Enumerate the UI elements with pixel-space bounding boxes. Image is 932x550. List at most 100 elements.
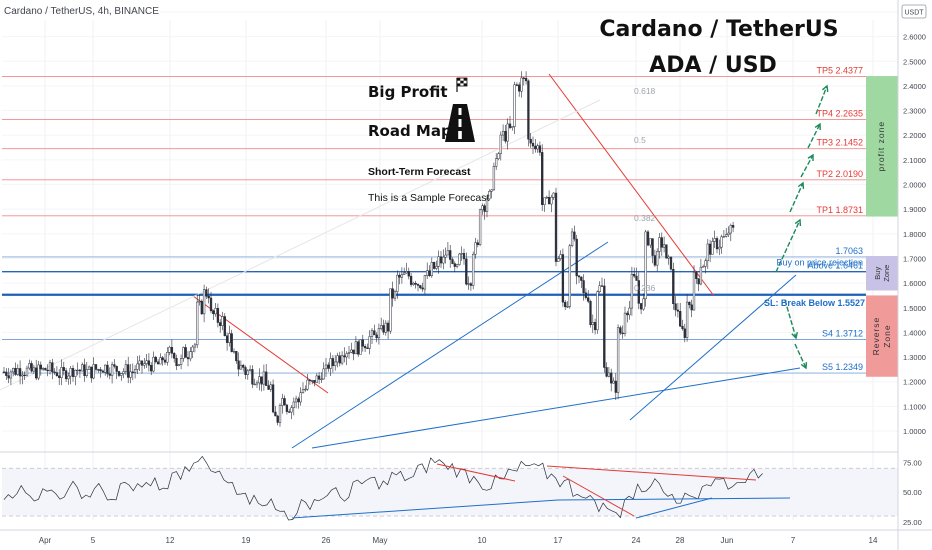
forecast-arrow [784,299,797,339]
candle-body [485,198,489,212]
candle-body [476,242,479,245]
forecast-arrowhead [797,181,805,190]
candle-body [294,398,298,403]
candle-body [189,351,192,360]
candle-body [179,358,183,365]
candle-body [28,363,31,369]
candle-body [205,289,208,297]
candle-body [731,225,735,228]
candle-body [336,355,339,363]
candle-body [403,272,406,275]
candle-body [412,282,415,285]
candle-body [621,332,624,335]
candle-body [350,349,353,353]
candle-body [653,255,657,266]
forecast-arrowhead [791,331,798,340]
candle-body [297,398,300,403]
candle-body [235,351,238,362]
candle-body [311,380,314,382]
time-tick-label: 26 [322,536,331,545]
candle-body [161,357,164,361]
candle-body [90,366,93,379]
candle-body [81,364,84,372]
candle-body [345,353,348,358]
level-label-tp1: TP1 1.8731 [816,205,863,215]
candle-body [474,242,477,255]
candle-body [437,256,440,267]
candle-body [320,378,323,381]
candle-body [527,80,530,140]
candle-body [64,370,68,380]
fib-labels: 0.618 0.5 0.382 0.236 [634,86,656,293]
zone-profit-zone [866,76,898,217]
candle-body [140,360,144,366]
forecast-arrow [800,154,814,178]
candle-body [616,327,620,393]
candle-body [292,401,295,408]
candle-body [32,367,36,372]
candle-body [690,304,693,311]
candle-body [501,131,505,136]
candle-body [603,285,606,368]
candle-body [612,380,615,384]
forecast-arrows [775,84,829,370]
candle-body [152,356,155,372]
candle-body [370,330,374,337]
candle-body [83,364,86,376]
candle-body [207,296,210,299]
candle-body [407,271,410,277]
candle-body [255,382,259,385]
candle-body [246,370,249,375]
candle-body [614,380,617,393]
candle-body [18,368,22,377]
candle-body [251,369,254,385]
currency-badge[interactable] [901,4,927,19]
fib-label: 0.236 [634,283,656,293]
candle-body [495,158,498,167]
level-labels: TP5 2.4377 TP4 2.2635 TP3 2.1452 TP2 2.0190… [764,66,865,372]
candle-body [651,238,654,256]
candle-body [692,271,696,311]
candle-body [262,371,266,385]
candle-body [529,138,532,144]
symbol-line: Cardano / TetherUS, 4h, BINANCE [4,6,159,17]
candle-body [531,142,535,147]
candle-body [7,375,10,379]
rsi-trendline [557,497,791,501]
candle-body [414,282,417,285]
candle-body [676,309,680,312]
candle-body [196,301,199,346]
time-tick-label: 14 [869,536,878,545]
price-tick-label: 2.5000 [903,57,926,66]
level-label-s4: S4 1.3712 [822,328,863,338]
candle-body [587,297,590,302]
candle-body [469,283,473,286]
stop-loss-label: SL: Break Below 1.5527 [764,298,865,308]
candle-body [669,256,673,270]
candle-body [646,231,650,246]
currency-badge-label: USDT [904,10,924,17]
candle-body [331,358,335,366]
candle-body [115,365,118,372]
level-label-tp3: TP3 2.1452 [816,138,863,148]
rsi-trendline [436,463,516,482]
candle-body [488,191,491,200]
fib-label: 0.618 [634,86,656,96]
candle-body [366,347,369,349]
candle-body [23,374,26,377]
candle-body [78,369,82,372]
candle-body [299,392,302,403]
candle-body [260,376,263,385]
candle-body [688,301,691,306]
checkered-flag-icon [456,77,468,92]
price-tick-label: 2.4000 [903,82,926,91]
candle-body [129,371,132,378]
candle-body [511,126,514,128]
candle-body [515,84,519,86]
candle-body [230,333,233,352]
candle-body [462,253,466,260]
buy-instruction-label: Buy on price rejection [776,258,863,268]
candle-body [200,300,203,315]
candle-body [193,344,197,348]
